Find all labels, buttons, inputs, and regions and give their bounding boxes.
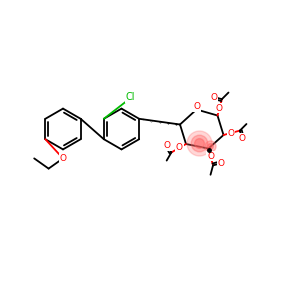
Text: O: O: [227, 128, 234, 137]
Text: O: O: [218, 159, 225, 168]
Text: O: O: [238, 134, 245, 143]
Text: O: O: [176, 143, 183, 152]
Text: O: O: [216, 104, 223, 113]
Text: O: O: [207, 152, 214, 160]
Text: Cl: Cl: [125, 92, 135, 103]
Text: O: O: [59, 154, 67, 163]
Text: O: O: [164, 141, 171, 150]
Text: O: O: [193, 102, 200, 111]
Text: O: O: [211, 93, 218, 102]
